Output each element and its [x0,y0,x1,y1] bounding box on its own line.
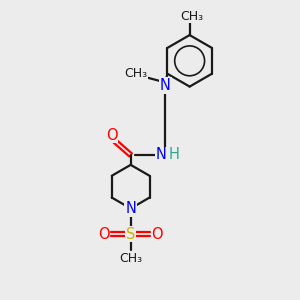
Text: N: N [156,148,167,163]
Text: N: N [125,201,136,216]
Text: N: N [160,78,171,93]
Text: S: S [126,227,135,242]
Text: O: O [106,128,118,142]
Text: CH₃: CH₃ [124,67,147,80]
Text: O: O [152,227,163,242]
Text: O: O [98,227,110,242]
Text: H: H [169,148,180,163]
Text: CH₃: CH₃ [180,10,203,23]
Text: CH₃: CH₃ [119,253,142,266]
